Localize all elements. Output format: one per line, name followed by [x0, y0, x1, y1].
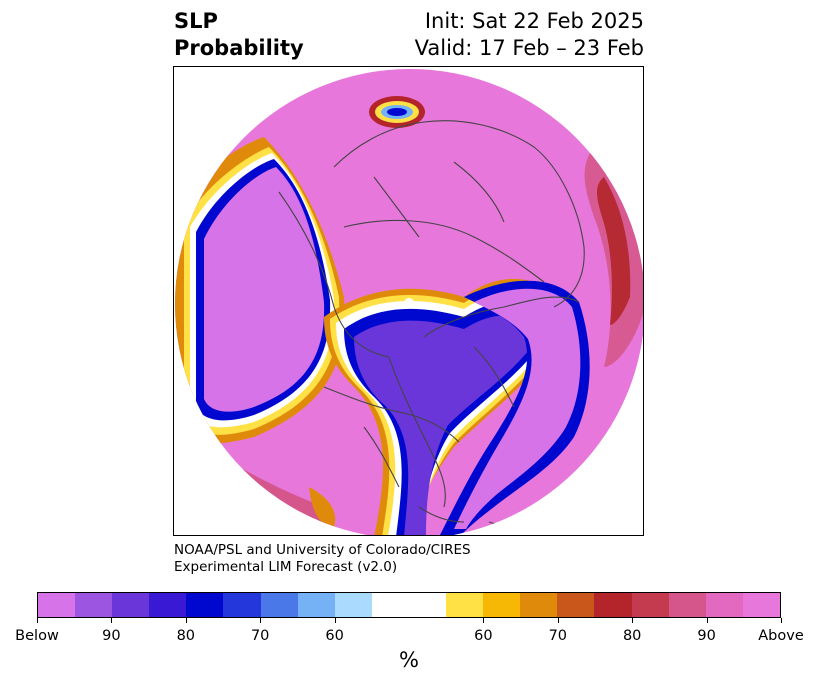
colorbar-tick-mark	[707, 618, 708, 623]
map-title: SLP Probability	[174, 8, 304, 62]
colorbar-tick-mark	[632, 618, 633, 623]
colorbar-segment	[705, 593, 743, 617]
colorbar-tick-label: Above	[758, 628, 804, 644]
colorbar-tick-mark	[186, 618, 187, 623]
colorbar-segment	[38, 593, 76, 617]
below-normal-atlantic-core	[454, 288, 581, 529]
colorbar-segment	[334, 593, 372, 617]
credit-line-model: Experimental LIM Forecast (v2.0)	[174, 559, 398, 575]
colorbar-segment	[297, 593, 335, 617]
colorbar-segment	[742, 593, 780, 617]
north-pole-marker	[404, 298, 414, 308]
colorbar-segment	[112, 593, 150, 617]
colorbar-segment	[75, 593, 113, 617]
colorbar-segment	[408, 593, 447, 617]
colorbar-tick-mark	[781, 618, 782, 623]
colorbar-tick-label: 80	[176, 628, 196, 644]
colorbar-tick-label: 60	[325, 628, 344, 644]
colorbar-tick-label: 90	[102, 628, 121, 644]
colorbar-tick-mark	[260, 618, 261, 623]
colorbar-tick-label: 60	[474, 628, 493, 644]
credit-text: NOAA/PSL and University of Colorado/CIRE…	[174, 542, 471, 576]
colorbar-segment	[260, 593, 298, 617]
colorbar-segment	[631, 593, 669, 617]
colorbar-segment	[371, 593, 409, 617]
colorbar-tick-label: 70	[250, 628, 270, 644]
below-normal-center-core	[354, 315, 542, 535]
colorbar-segment	[668, 593, 706, 617]
colorbar-unit: %	[399, 648, 419, 672]
colorbar-tick-mark	[111, 618, 112, 623]
colorbar-tick-mark	[335, 618, 336, 623]
coastlines	[278, 120, 585, 533]
colorbar-tick-label: Below	[15, 628, 59, 644]
colorbar-tick-mark	[558, 618, 559, 623]
forecast-dates: Init: Sat 22 Feb 2025 Valid: 17 Feb – 23…	[415, 8, 644, 62]
colorbar-tick-mark	[37, 618, 38, 623]
colorbar-segment	[149, 593, 187, 617]
title-line-type: Probability	[174, 36, 304, 60]
title-line-variable: SLP	[174, 9, 218, 33]
colorbar-tick-label: 80	[622, 628, 642, 644]
colorbar-tick-label: 90	[697, 628, 716, 644]
colorbar-tick-mark	[483, 618, 484, 623]
polar-map	[175, 69, 643, 535]
map-panel	[173, 66, 644, 536]
colorbar-segment	[223, 593, 261, 617]
colorbar-segment	[520, 593, 558, 617]
colorbar-segment	[446, 593, 484, 617]
colorbar-segment	[186, 593, 224, 617]
init-date: Init: Sat 22 Feb 2025	[424, 9, 644, 33]
colorbar-tick-label: 70	[548, 628, 568, 644]
below-normal-pacific-core	[204, 167, 325, 412]
above-normal-east-core	[597, 177, 631, 325]
valid-range: Valid: 17 Feb – 23 Feb	[414, 36, 644, 60]
colorbar-segment	[594, 593, 632, 617]
colorbar-segment	[483, 593, 521, 617]
above-normal-southwest-core	[309, 487, 336, 527]
credit-line-organization: NOAA/PSL and University of Colorado/CIRE…	[174, 542, 471, 558]
colorbar	[37, 592, 781, 618]
colorbar-segment	[557, 593, 595, 617]
